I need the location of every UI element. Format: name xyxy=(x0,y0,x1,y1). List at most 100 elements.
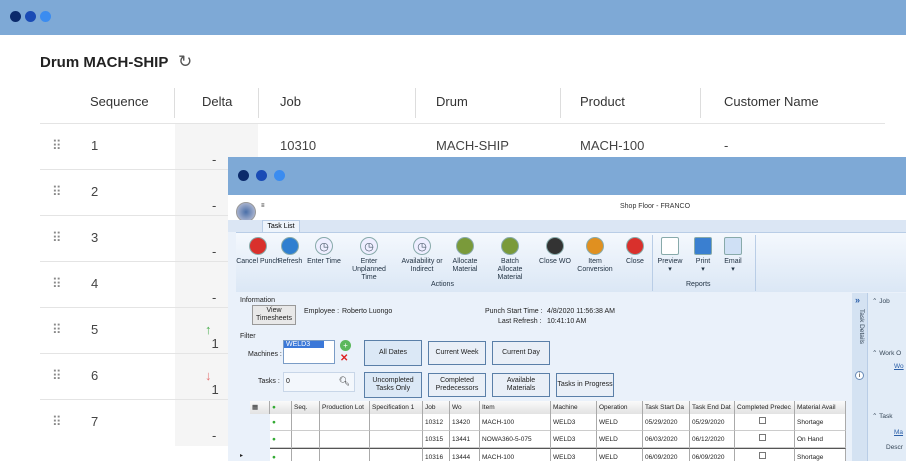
row-selector[interactable]: ▸ xyxy=(240,453,244,459)
machine-link[interactable]: Ma xyxy=(894,429,904,436)
grid-cell[interactable] xyxy=(370,431,423,448)
grid-header[interactable]: Wo xyxy=(450,401,480,414)
grid-cell[interactable]: WELD3 xyxy=(551,431,597,448)
work-order-link[interactable]: Wo xyxy=(894,363,904,370)
grid-cell[interactable] xyxy=(735,448,795,461)
grid-cell[interactable] xyxy=(292,414,320,431)
grid-cell[interactable]: 05/29/2020 xyxy=(690,414,735,431)
grid-cell[interactable]: WELD xyxy=(597,448,643,461)
start-task-icon[interactable]: ● xyxy=(272,436,276,443)
section-task[interactable]: ⌃ Task xyxy=(872,413,893,420)
machine-item[interactable]: WELD3 xyxy=(284,341,324,348)
completed-predecessors-button[interactable]: Completed Predecessors xyxy=(428,373,486,397)
grid-cell[interactable] xyxy=(735,414,795,431)
remove-machine-icon[interactable]: ✕ xyxy=(340,353,349,364)
drag-handle-icon[interactable]: ⠿ xyxy=(52,414,61,429)
grid-cell[interactable] xyxy=(370,448,423,461)
drag-handle-icon[interactable]: ⠿ xyxy=(52,368,61,383)
tasks-search-input[interactable]: 0 🔍︎ xyxy=(283,372,355,392)
ribbon-button-print[interactable]: Print ▾ xyxy=(687,237,719,274)
tab-task-list[interactable]: Task List xyxy=(262,220,300,233)
machines-list[interactable]: WELD3 xyxy=(283,340,335,364)
grid-cell[interactable]: 13441 xyxy=(450,431,480,448)
grid-cell[interactable] xyxy=(292,448,320,461)
add-machine-icon[interactable]: + xyxy=(340,340,351,351)
grid-header[interactable]: Operation xyxy=(597,401,643,414)
grid-header[interactable]: ▦ xyxy=(250,401,270,414)
start-task-icon[interactable]: ● xyxy=(272,419,276,426)
search-icon[interactable]: 🔍︎ xyxy=(338,376,350,386)
completed-predecessor-checkbox[interactable] xyxy=(759,452,766,459)
col-delta[interactable]: Delta xyxy=(202,94,233,109)
grid-header[interactable]: Task End Dat xyxy=(690,401,735,414)
grid-cell[interactable]: ● xyxy=(270,414,292,431)
grid-cell[interactable]: 10315 xyxy=(423,431,450,448)
ribbon-button-close[interactable]: Close xyxy=(613,237,657,266)
ribbon-button-availability-or-indirect[interactable]: ◷ Availability or Indirect xyxy=(400,237,444,274)
grid-cell[interactable]: NOWA360-5-075 xyxy=(480,431,551,448)
ribbon-button-cancel-punch[interactable]: Cancel Punch xyxy=(236,237,280,266)
quick-access[interactable]: ≡ xyxy=(261,203,265,209)
grid-cell[interactable]: 10316 xyxy=(423,448,450,461)
add-icon[interactable]: ● xyxy=(272,404,276,411)
col-product[interactable]: Product xyxy=(580,94,625,109)
tasks-in-progress-button[interactable]: Tasks in Progress xyxy=(556,373,614,397)
grid-header[interactable]: ● xyxy=(270,401,292,414)
col-customer-name[interactable]: Customer Name xyxy=(724,94,819,109)
completed-predecessor-checkbox[interactable] xyxy=(759,417,766,424)
available-materials-button[interactable]: Available Materials xyxy=(492,373,550,397)
grid-cell[interactable]: Shortage xyxy=(795,448,846,461)
grid-cell[interactable]: Shortage xyxy=(795,414,846,431)
grid-header[interactable]: Task Start Da xyxy=(643,401,690,414)
grid-cell[interactable]: MACH-100 xyxy=(480,414,551,431)
row-selector[interactable] xyxy=(240,414,250,431)
grid-cell[interactable]: 13444 xyxy=(450,448,480,461)
grid-cell[interactable] xyxy=(320,414,370,431)
view-timesheets-button[interactable]: View Timesheets xyxy=(252,305,296,325)
drag-handle-icon[interactable]: ⠿ xyxy=(52,276,61,291)
grid-cell[interactable] xyxy=(370,414,423,431)
grid-cell[interactable]: MACH-100 xyxy=(480,448,551,461)
grid-header[interactable]: Item xyxy=(480,401,551,414)
ribbon-button-item-conversion[interactable]: Item Conversion xyxy=(573,237,617,274)
ribbon-button-refresh[interactable]: Refresh xyxy=(268,237,312,266)
drag-handle-icon[interactable]: ⠿ xyxy=(52,138,61,153)
grid-cell[interactable]: 05/29/2020 xyxy=(643,414,690,431)
grid-cell[interactable]: WELD3 xyxy=(551,414,597,431)
drag-handle-icon[interactable]: ⠿ xyxy=(52,322,61,337)
info-icon[interactable]: i xyxy=(855,371,864,380)
grid-cell[interactable] xyxy=(320,431,370,448)
grid-cell[interactable]: 13420 xyxy=(450,414,480,431)
current-week-button[interactable]: Current Week xyxy=(428,341,486,365)
start-task-icon[interactable]: ● xyxy=(272,454,276,461)
grid-cell[interactable]: On Hand xyxy=(795,431,846,448)
grid-cell[interactable]: 06/09/2020 xyxy=(643,448,690,461)
col-drum[interactable]: Drum xyxy=(436,94,468,109)
refresh-icon[interactable]: ↻ xyxy=(178,52,193,71)
col-sequence[interactable]: Sequence xyxy=(90,94,149,109)
column-chooser-icon[interactable]: ▦ xyxy=(252,404,259,411)
ribbon-button-email[interactable]: Email ▾ xyxy=(717,237,749,274)
drag-handle-icon[interactable]: ⠿ xyxy=(52,230,61,245)
grid-cell[interactable] xyxy=(320,448,370,461)
grid-header[interactable]: Job xyxy=(423,401,450,414)
row-selector[interactable] xyxy=(240,431,250,448)
grid-header[interactable]: Seq. xyxy=(292,401,320,414)
app-orb-icon[interactable] xyxy=(236,202,256,222)
col-job[interactable]: Job xyxy=(280,94,301,109)
ribbon-button-batch-allocate-material[interactable]: Batch Allocate Material xyxy=(488,237,532,282)
grid-cell[interactable] xyxy=(735,431,795,448)
grid-cell[interactable]: 10312 xyxy=(423,414,450,431)
drag-handle-icon[interactable]: ⠿ xyxy=(52,184,61,199)
grid-cell[interactable]: ● xyxy=(270,431,292,448)
grid-header[interactable]: Machine xyxy=(551,401,597,414)
all-dates-button[interactable]: All Dates xyxy=(364,340,422,366)
ribbon-button-allocate-material[interactable]: Allocate Material xyxy=(443,237,487,274)
grid-cell[interactable] xyxy=(292,431,320,448)
grid-cell[interactable]: ● xyxy=(270,448,292,461)
grid-header[interactable]: Specification 1 xyxy=(370,401,423,414)
grid-header[interactable]: Material Avail xyxy=(795,401,846,414)
ribbon-button-close-wo[interactable]: Close WO xyxy=(533,237,577,266)
grid-cell[interactable]: 06/12/2020 xyxy=(690,431,735,448)
grid-cell[interactable]: WELD xyxy=(597,414,643,431)
